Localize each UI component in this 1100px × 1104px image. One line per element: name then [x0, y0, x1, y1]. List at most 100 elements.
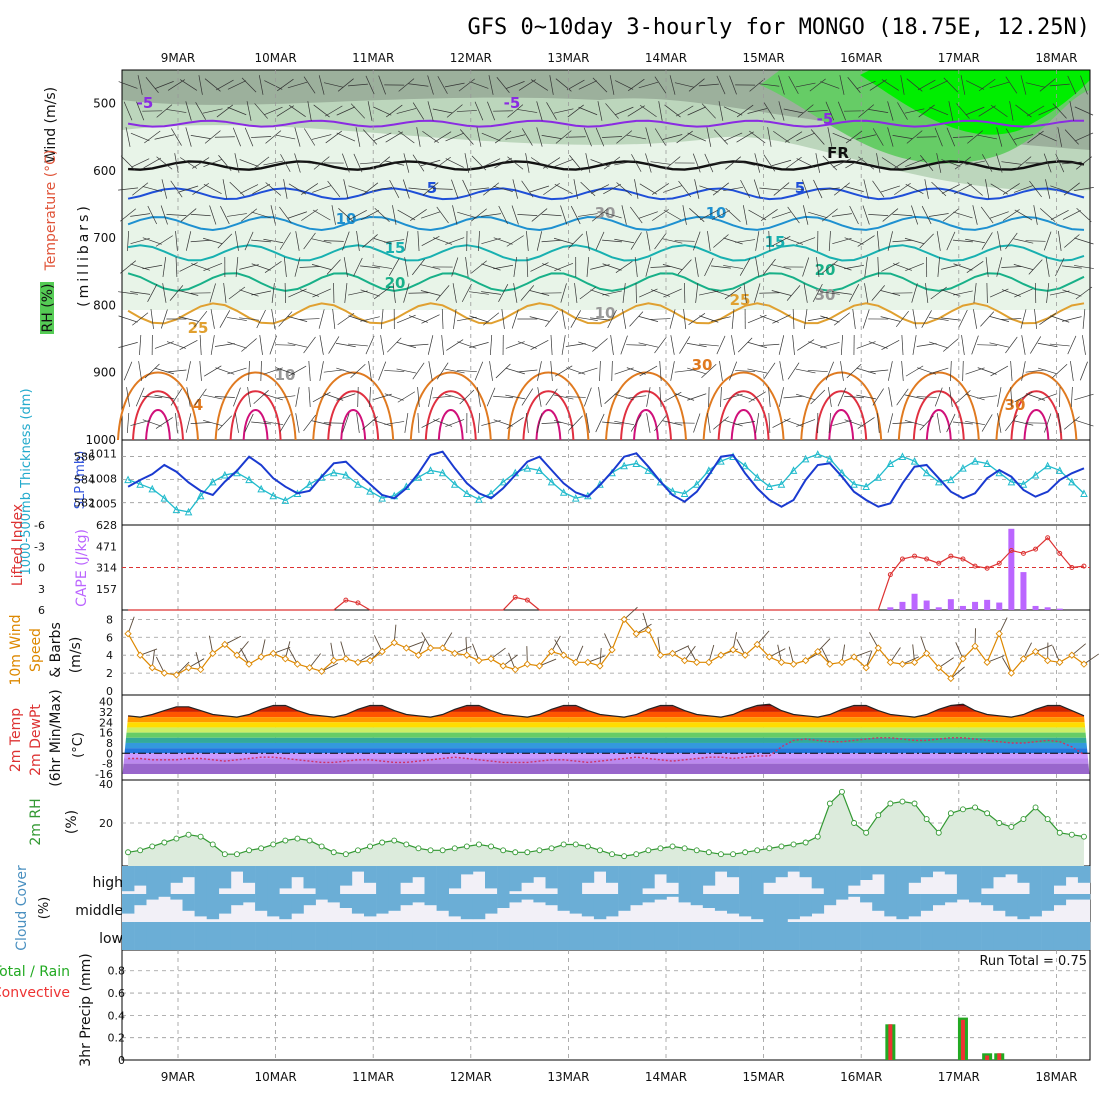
rh2m-point	[1009, 824, 1014, 829]
cloud-bar	[884, 922, 896, 950]
cloud-bar	[388, 894, 400, 911]
li-label: Lifted Index	[10, 504, 26, 586]
cloud-bar	[654, 866, 666, 874]
tick-li: 0	[38, 562, 45, 575]
tick-precip: 0	[118, 1054, 125, 1067]
cloud-bar	[412, 866, 424, 877]
precip-conv-bar	[997, 1053, 1001, 1060]
cloud-bar	[957, 866, 969, 894]
cape-bar	[972, 602, 978, 610]
cloud-bar	[291, 894, 303, 914]
cloud-bar	[231, 894, 243, 905]
cloud-bar	[739, 866, 751, 894]
cloud-bar	[1005, 866, 1017, 874]
contour-label: 25	[188, 319, 209, 337]
cloud-bar	[533, 894, 545, 902]
rh2m-point	[380, 840, 385, 845]
rh2m-point	[1021, 817, 1026, 822]
cloud-bar	[606, 922, 618, 950]
tick-pressure: 800	[93, 298, 116, 312]
rh2m-point	[501, 848, 506, 853]
cloud-bar	[376, 922, 388, 950]
cloud-bar	[425, 866, 437, 894]
rh2m-point	[1069, 832, 1074, 837]
cloud-bar	[449, 866, 461, 888]
date-label-bottom: 9MAR	[161, 1070, 196, 1084]
cloud-bar	[546, 894, 558, 905]
cape-bar	[960, 606, 966, 610]
cloud-bar	[884, 894, 896, 916]
rh2m-point	[234, 852, 239, 857]
rh2m-point	[259, 846, 264, 851]
rh2m-point	[670, 844, 675, 849]
temp-band	[122, 722, 1090, 727]
cloud-bar	[1078, 894, 1090, 900]
cloud-bar	[969, 866, 981, 894]
rh2m-point	[779, 844, 784, 849]
upper-mb-label: (millibars)	[76, 203, 92, 307]
cloud-bar	[788, 866, 800, 872]
cloud-bar	[304, 922, 316, 950]
cloud-bar	[183, 894, 195, 911]
rh2m-point	[827, 801, 832, 806]
cloud-bar	[594, 922, 606, 950]
rh2m-point	[658, 846, 663, 851]
cloud-bar	[824, 894, 836, 905]
tick-wind: 8	[106, 613, 113, 626]
wind-label-a: 10m Wind	[8, 614, 24, 685]
temp-band	[122, 758, 1090, 763]
cloud-bar	[788, 922, 800, 950]
cape-bar	[1020, 572, 1026, 610]
cloud-bar	[836, 922, 848, 950]
date-label-top: 16MAR	[840, 51, 882, 65]
tick-pressure: 500	[93, 97, 116, 111]
cloud-bar	[558, 922, 570, 950]
rh2m-point	[731, 852, 736, 857]
rh2m-point	[404, 842, 409, 847]
cloud-bar	[388, 866, 400, 894]
cloud-bar	[134, 866, 146, 886]
cloud-bar	[316, 922, 328, 950]
contour-label: 30	[692, 356, 713, 374]
cloud-bar	[896, 922, 908, 950]
cloud-bar	[582, 894, 594, 916]
cloud-bar	[146, 866, 158, 894]
cloud-bar	[461, 922, 473, 950]
cloud-bar	[957, 894, 969, 900]
tick-slp: 1011	[89, 447, 117, 460]
cloud-bar	[981, 922, 993, 950]
contour-label: 10	[706, 204, 727, 222]
cloud-bar	[170, 866, 182, 883]
rh2m-point	[549, 846, 554, 851]
cloud-bar	[642, 866, 654, 888]
tick-slp: 1008	[89, 472, 117, 485]
cloud-bar	[993, 922, 1005, 950]
cape-bar	[996, 603, 1002, 610]
cloud-bar	[412, 894, 424, 902]
cloud-bar	[824, 866, 836, 894]
rh2m-point	[634, 852, 639, 857]
rh2m-point	[876, 813, 881, 818]
cloud-bar	[304, 866, 316, 888]
date-label-top: 11MAR	[352, 51, 394, 65]
cloud-bar	[255, 922, 267, 950]
cloud-bar	[884, 866, 896, 894]
cloud-bar	[1017, 922, 1029, 950]
cloud-bar	[546, 922, 558, 950]
cloud-bar	[340, 866, 352, 886]
cloud-bar	[606, 866, 618, 883]
cloud-bar	[243, 922, 255, 950]
cloud-bar	[146, 894, 158, 900]
cloud-bar	[509, 894, 521, 902]
cloud-bar	[267, 922, 279, 950]
cloud-bar	[667, 922, 679, 950]
cape-bar	[924, 601, 930, 610]
rh2m-label: 2m RH	[28, 798, 44, 845]
cloud-bar	[933, 894, 945, 905]
cloud-bar	[594, 866, 606, 872]
cloud-bar	[352, 894, 364, 914]
tick-wind: 6	[106, 631, 113, 644]
precip-conv-bar	[888, 1024, 892, 1060]
rh2m-point	[973, 805, 978, 810]
cloud-bar	[691, 922, 703, 950]
